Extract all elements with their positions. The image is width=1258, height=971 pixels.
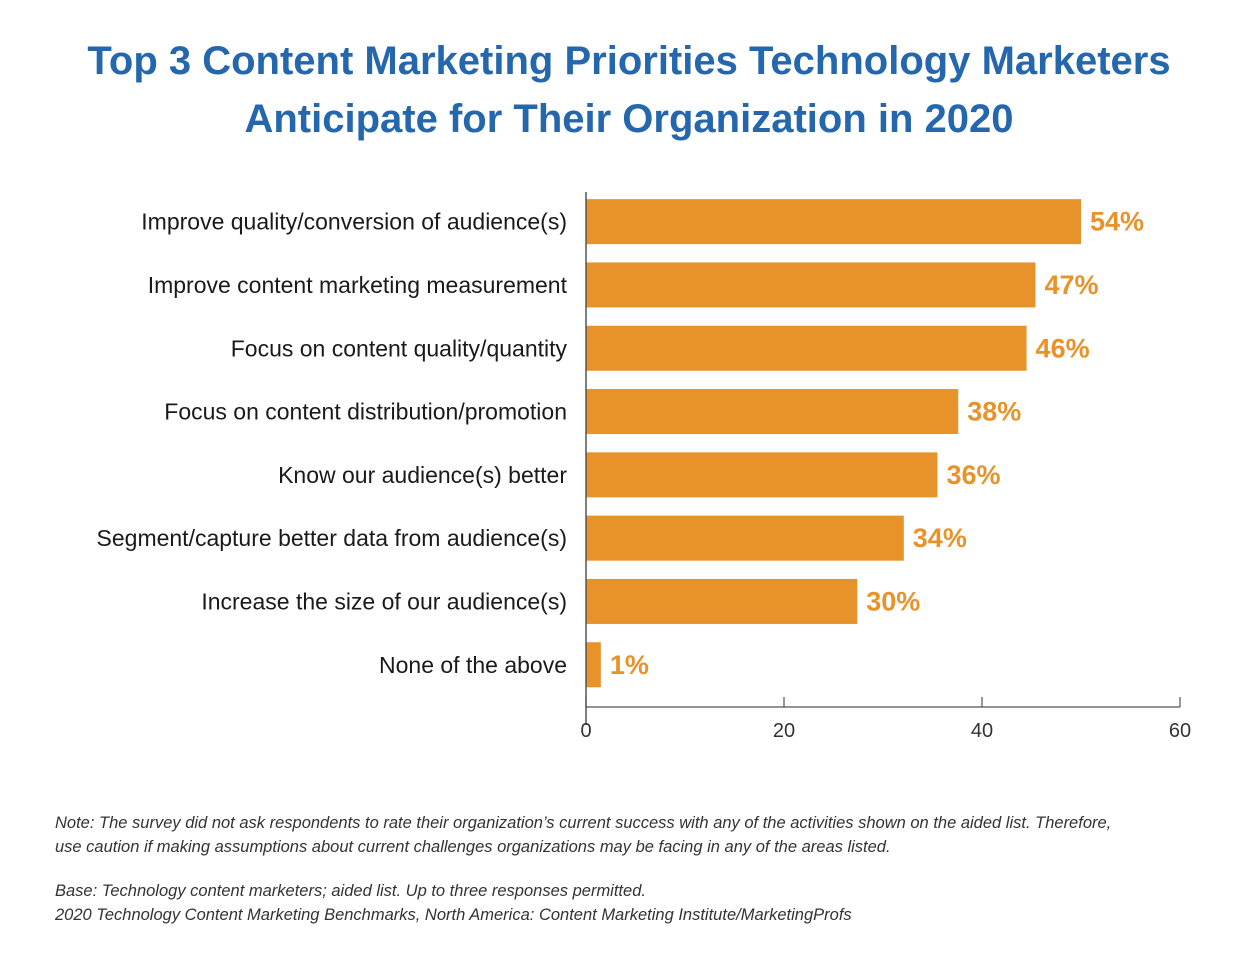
category-label: Improve content marketing measurement [148, 272, 568, 298]
value-label: 54% [1090, 207, 1144, 237]
value-label: 1% [610, 650, 649, 680]
bar [586, 452, 938, 498]
x-tick-label: 0 [580, 720, 591, 742]
note-line-2: use caution if making assumptions about … [55, 838, 891, 856]
x-tick-label: 20 [773, 720, 795, 742]
base-note: Base: Technology content marketers; aide… [55, 882, 646, 900]
category-label: Focus on content quality/quantity [231, 335, 568, 361]
category-label: Focus on content distribution/promotion [164, 399, 567, 425]
category-label: Know our audience(s) better [278, 462, 567, 488]
value-label: 34% [913, 523, 967, 553]
bar [586, 389, 959, 435]
bar [586, 578, 858, 624]
value-label: 38% [967, 397, 1021, 427]
category-label: Segment/capture better data from audienc… [97, 525, 567, 551]
value-label: 46% [1036, 333, 1090, 363]
x-tick-label: 60 [1169, 720, 1191, 742]
source-note: 2020 Technology Content Marketing Benchm… [55, 906, 852, 924]
category-label: None of the above [379, 652, 567, 678]
category-label: Increase the size of our audience(s) [201, 588, 567, 614]
bars-group: Improve quality/conversion of audience(s… [97, 199, 1144, 688]
chart-title: Top 3 Content Marketing Priorities Techn… [0, 32, 1258, 148]
bar-chart: Improve quality/conversion of audience(s… [97, 192, 1191, 742]
x-tick-label: 40 [971, 720, 993, 742]
note-line-1: Note: The survey did not ask respondents… [55, 814, 1112, 832]
value-label: 36% [946, 460, 1000, 490]
chart-title-line-1: Top 3 Content Marketing Priorities Techn… [87, 39, 1171, 83]
bar [586, 515, 904, 561]
value-label: 47% [1044, 270, 1098, 300]
bar [586, 325, 1027, 371]
bar [586, 642, 601, 688]
bar [586, 199, 1081, 245]
bar [586, 262, 1036, 308]
category-label: Improve quality/conversion of audience(s… [141, 209, 567, 235]
footnotes: Note: The survey did not ask respondents… [55, 811, 1245, 927]
chart-title-line-2: Anticipate for Their Organization in 202… [244, 97, 1014, 141]
axes-group: 0 20 40 60 [580, 192, 1191, 742]
value-label: 30% [866, 586, 920, 616]
